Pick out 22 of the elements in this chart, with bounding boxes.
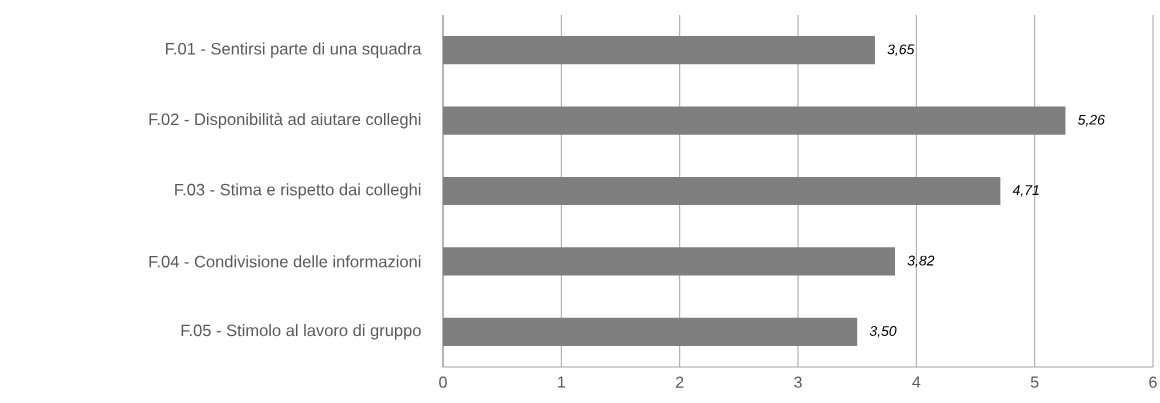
x-tick-label: 0 <box>439 376 447 388</box>
y-tick-label: F.03 - Stima e rispetto dai colleghi <box>175 183 421 199</box>
bar <box>443 247 896 276</box>
y-tick-label: F.04 - Condivisione delle informazioni <box>149 255 421 268</box>
bar <box>443 317 858 346</box>
x-tick-label: 4 <box>912 376 921 388</box>
data-label: 5,26 <box>1077 114 1105 127</box>
x-tick-label: 5 <box>1030 376 1039 388</box>
x-tick-label: 2 <box>676 376 684 388</box>
bar <box>443 106 1066 135</box>
data-label: 3,82 <box>907 255 935 268</box>
x-tick-label: 3 <box>794 376 802 388</box>
x-tick-label: 1 <box>558 376 566 388</box>
data-label: 4,71 <box>1012 185 1039 197</box>
bar <box>443 176 1001 206</box>
data-label: 3,65 <box>887 44 915 56</box>
y-tick-label: F.05 - Stimolo al lavoro di gruppo <box>181 324 421 340</box>
y-tick-label: F.01 - Sentirsi parte di una squadra <box>166 42 422 58</box>
bar <box>443 36 875 65</box>
y-tick-label: F.02 - Disponibilità ad aiutare colleghi <box>149 112 421 129</box>
data-label: 3,50 <box>869 326 897 338</box>
x-tick-label: 6 <box>1149 376 1157 388</box>
